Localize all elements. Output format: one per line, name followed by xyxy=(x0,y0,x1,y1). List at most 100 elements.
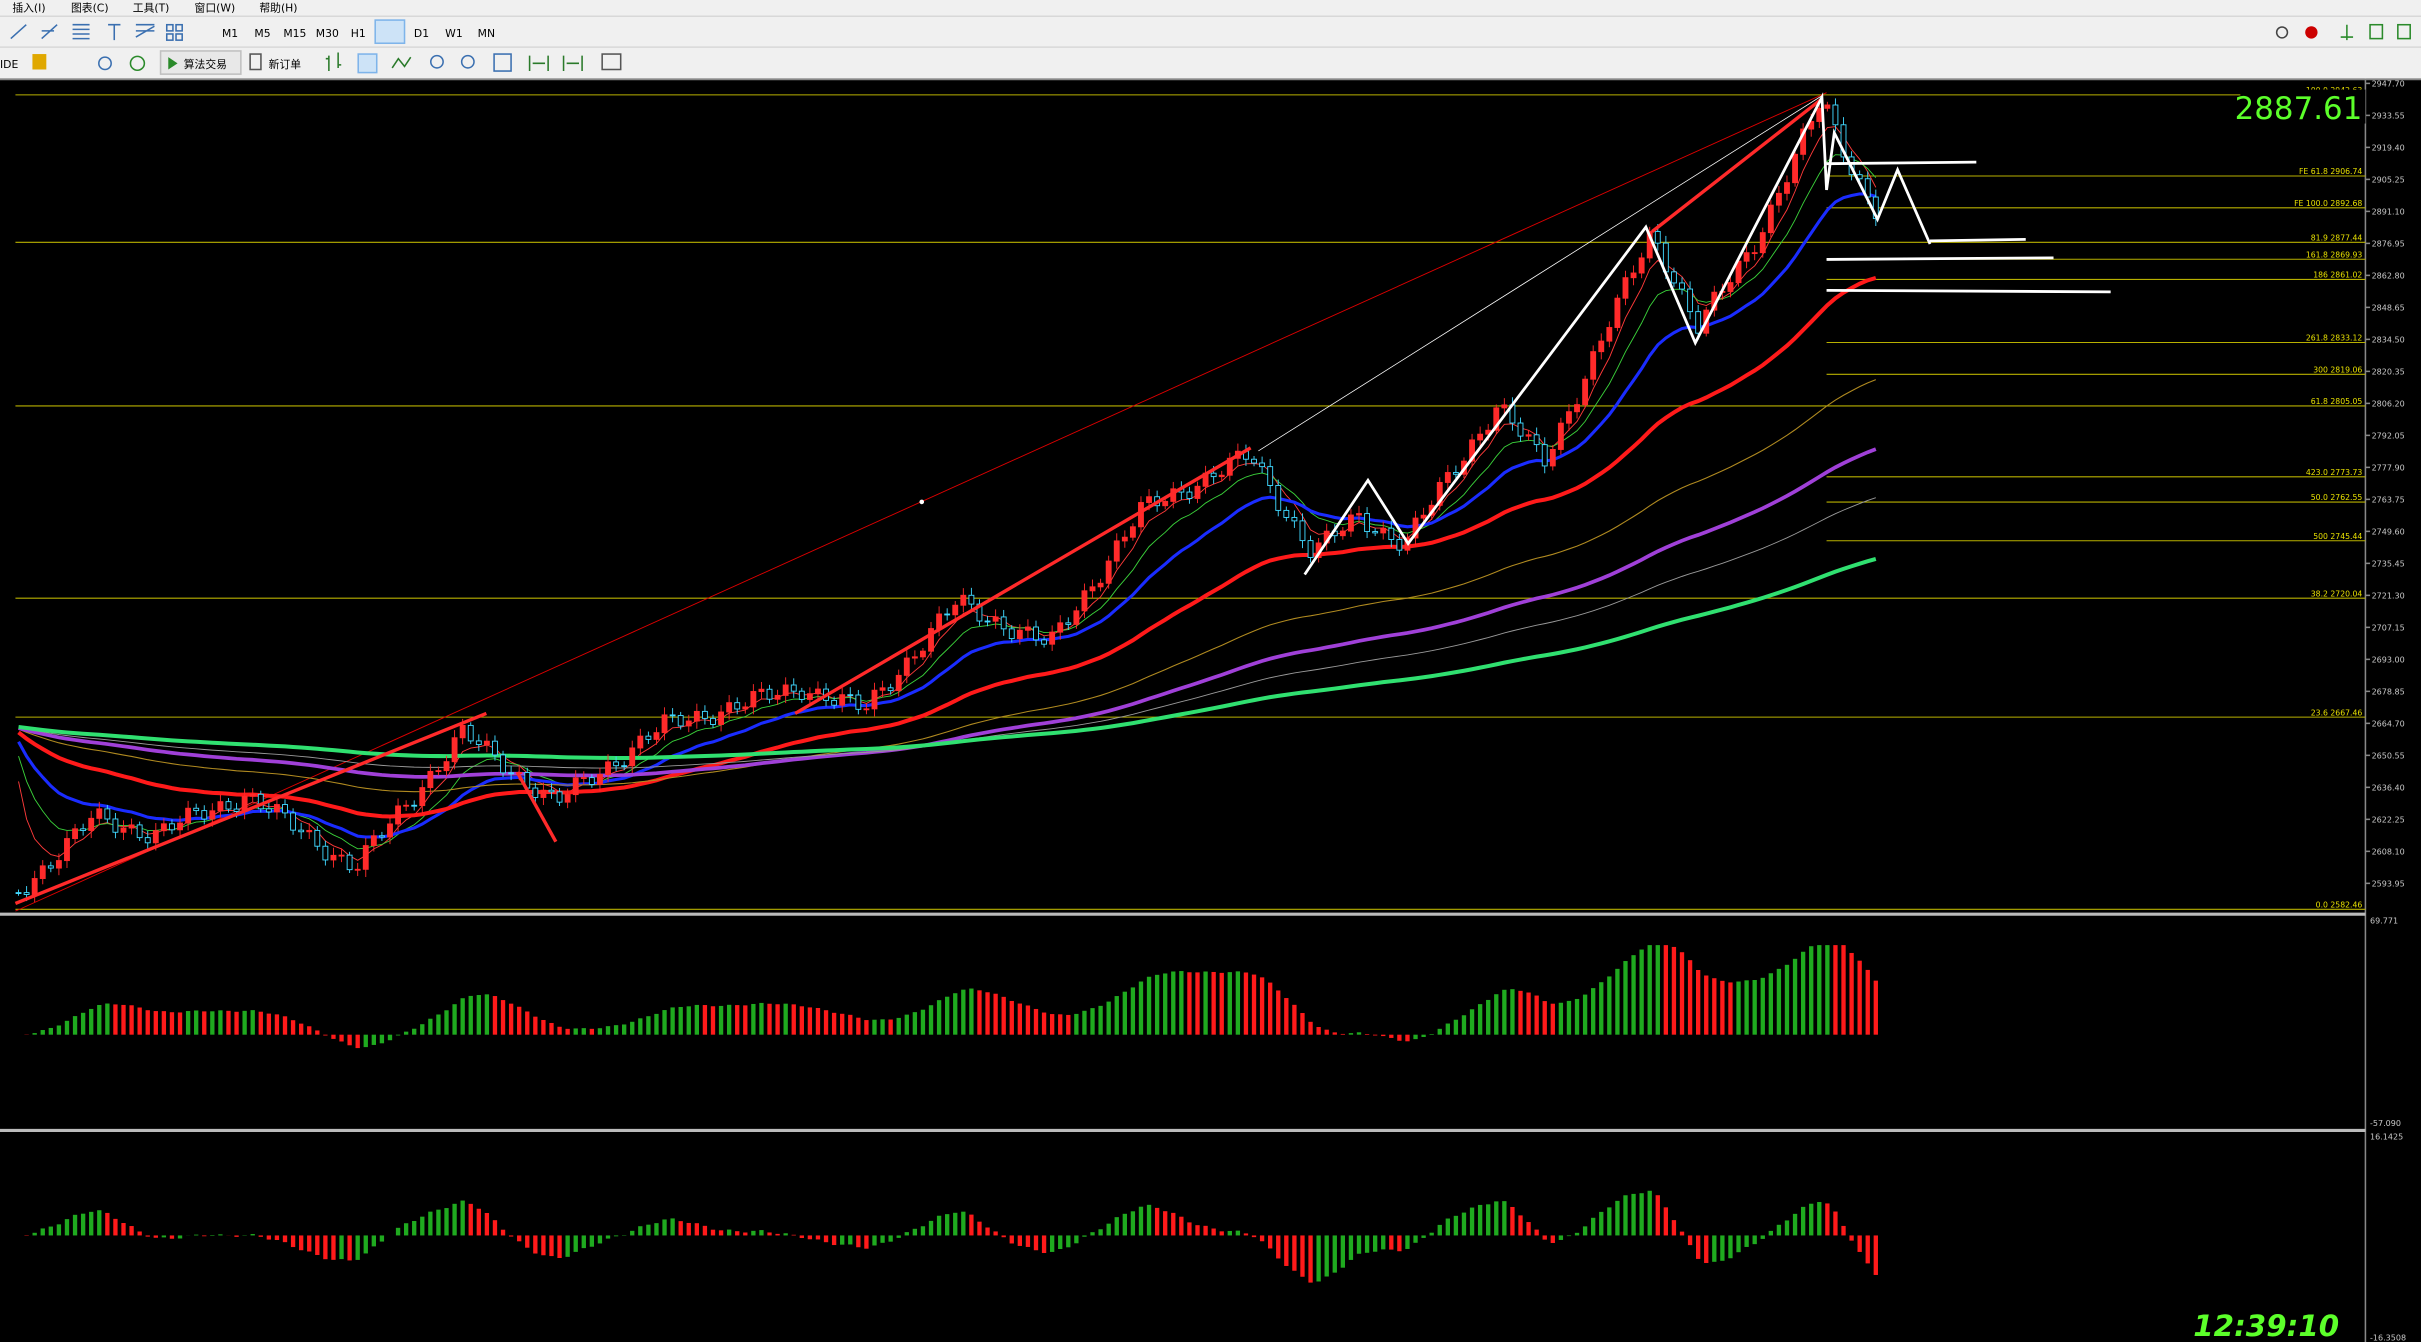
tool-line[interactable] xyxy=(10,24,27,40)
candle-body xyxy=(847,694,854,697)
candle-body xyxy=(1549,449,1556,467)
candle-body xyxy=(201,810,208,820)
osc2-bar xyxy=(452,1203,457,1236)
moving-average xyxy=(18,126,1877,861)
osc2-bar xyxy=(565,1235,570,1257)
notification-icon[interactable] xyxy=(2305,26,2318,39)
search-icon[interactable] xyxy=(2275,26,2289,39)
osc1-bar xyxy=(492,996,498,1035)
candle-body xyxy=(1016,629,1023,640)
moving-average xyxy=(17,275,1877,819)
cloud-icon[interactable] xyxy=(98,56,112,71)
algo-button[interactable]: 算法交易 xyxy=(184,57,227,71)
osc2-bar xyxy=(977,1221,982,1236)
osc2-bar xyxy=(573,1235,578,1252)
tool-shapes[interactable] xyxy=(175,33,183,41)
tool-text[interactable] xyxy=(108,23,121,41)
candle-body xyxy=(80,828,87,831)
price-label: 2947.70 xyxy=(2372,79,2405,88)
osc1-bar xyxy=(945,996,950,1035)
autoscroll-icon[interactable] xyxy=(528,55,549,72)
osc1-bar xyxy=(969,988,974,1035)
lock-icon[interactable] xyxy=(32,54,47,70)
menu-item[interactable]: 插入(I) xyxy=(12,1,45,15)
timeframe-button[interactable]: M5 xyxy=(254,27,270,40)
candle-body xyxy=(1041,639,1048,645)
zoom-out[interactable] xyxy=(460,54,475,69)
osc1-bar xyxy=(735,1005,740,1035)
osc2-bar xyxy=(64,1219,70,1236)
menu-item[interactable]: 帮助(H) xyxy=(259,1,297,15)
algo-button-bg[interactable] xyxy=(159,50,242,75)
timeframe-button[interactable]: H1 xyxy=(351,27,366,40)
candle-body xyxy=(597,774,603,785)
osc1-bar xyxy=(533,1016,538,1035)
profile-icon[interactable] xyxy=(2397,23,2411,40)
osc2-bar xyxy=(1695,1235,1701,1259)
timeframe-button[interactable]: MN xyxy=(478,27,495,40)
osc1-bar xyxy=(250,1010,255,1035)
osc2-bar xyxy=(1316,1235,1321,1282)
timeframe-button[interactable]: D1 xyxy=(414,27,429,40)
candles-icon[interactable] xyxy=(357,53,378,74)
osc2-bar xyxy=(630,1230,635,1236)
tile-icon[interactable] xyxy=(493,53,512,72)
osc1-bar xyxy=(1534,995,1539,1035)
osc2-bar xyxy=(1324,1235,1329,1277)
timeframe-button[interactable]: M15 xyxy=(283,27,306,40)
candle-body xyxy=(621,765,628,768)
candle-body xyxy=(177,822,183,831)
tool-shapes[interactable] xyxy=(165,23,174,32)
osc2-bar xyxy=(872,1235,877,1246)
osc1-bar xyxy=(1526,992,1531,1035)
osc2-bar xyxy=(1356,1235,1362,1254)
osc1-bar xyxy=(630,1021,635,1035)
osc2-bar xyxy=(1171,1212,1176,1236)
osc2-bar xyxy=(1679,1231,1685,1236)
tool-shapes[interactable] xyxy=(175,23,183,32)
moving-average xyxy=(18,379,1877,793)
menu-item[interactable]: 窗口(W) xyxy=(195,1,236,15)
osc2-bar xyxy=(339,1235,344,1260)
candle-body xyxy=(1775,192,1782,206)
timeframe-button[interactable]: M1 xyxy=(222,27,238,40)
signal-icon[interactable] xyxy=(129,55,146,72)
tool-fibo[interactable] xyxy=(72,23,90,40)
candle-body xyxy=(508,772,515,775)
candle-body xyxy=(742,706,749,710)
osc1-bar xyxy=(387,1034,393,1041)
timeframe-button[interactable]: W1 xyxy=(445,27,463,40)
osc1-bar xyxy=(993,993,998,1035)
tool-channel[interactable] xyxy=(41,24,58,40)
candle-body xyxy=(1816,107,1823,122)
osc2-bar xyxy=(993,1231,998,1236)
candle-body xyxy=(322,845,329,861)
osc2-bar xyxy=(420,1216,425,1236)
screenshot-icon[interactable] xyxy=(601,53,622,71)
timeframe-button[interactable]: M30 xyxy=(316,27,339,40)
osc2-bar xyxy=(928,1220,934,1236)
bars-icon[interactable] xyxy=(325,52,342,72)
osc1-bar xyxy=(1397,1034,1402,1041)
chat-icon[interactable] xyxy=(2369,23,2384,40)
signal-icon[interactable] xyxy=(2340,24,2354,41)
ide-button[interactable]: IDE xyxy=(0,58,18,71)
candle-body xyxy=(1057,622,1064,633)
osc1-bar xyxy=(1752,980,1757,1035)
order-button[interactable]: 新订单 xyxy=(269,57,302,71)
candle-body xyxy=(1751,252,1758,255)
menu-item[interactable]: 工具(T) xyxy=(133,2,170,15)
zoom-in[interactable] xyxy=(430,54,444,69)
osc2-bar xyxy=(920,1226,926,1236)
osc2-bar xyxy=(500,1229,506,1236)
osc2-bar xyxy=(1122,1213,1127,1236)
osc2-bar xyxy=(718,1230,724,1236)
tool-fan[interactable] xyxy=(135,23,155,38)
shift-icon[interactable] xyxy=(562,55,583,72)
osc1-bar xyxy=(848,1014,853,1035)
candle-body xyxy=(952,604,959,616)
tool-shapes[interactable] xyxy=(165,33,174,41)
candle-body xyxy=(378,835,385,838)
line-icon[interactable] xyxy=(391,56,412,69)
menu-item[interactable]: 图表(C) xyxy=(71,1,109,15)
